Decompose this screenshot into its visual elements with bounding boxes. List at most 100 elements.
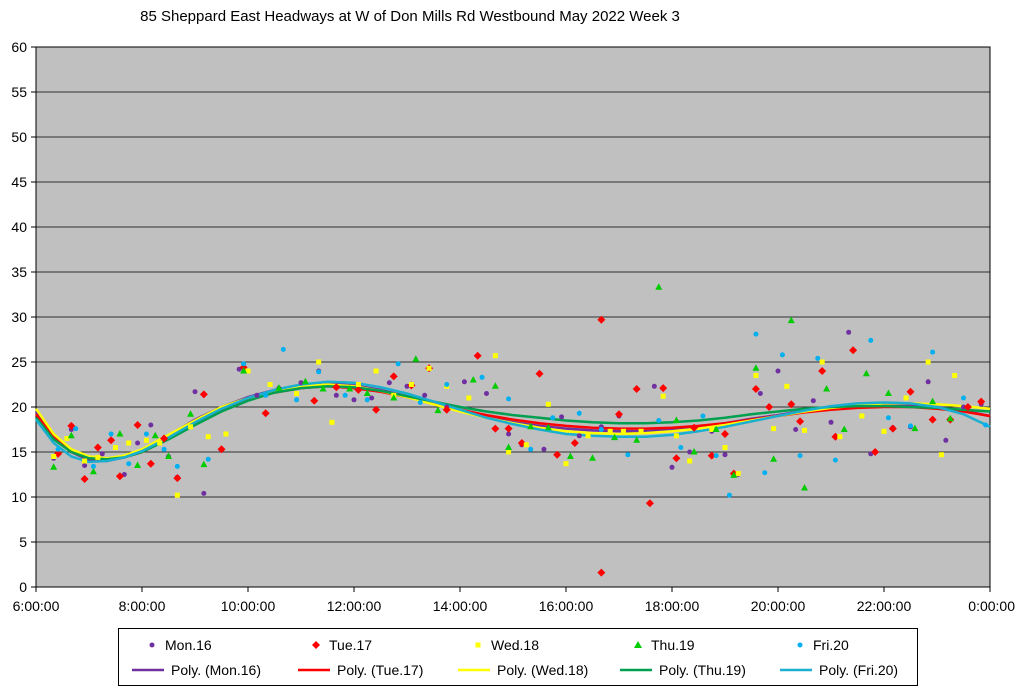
data-point [660,393,666,399]
data-point [669,464,675,470]
data-point [148,422,154,428]
data-point [294,391,300,396]
legend-item-poly-fri20: Poly. (Fri.20) [779,658,898,682]
data-point [570,439,579,447]
data-point [625,452,631,458]
data-point [223,431,229,437]
data-point [541,446,547,452]
data-point [544,423,552,431]
data-point [832,457,838,463]
data-point [633,436,641,443]
data-point [408,382,414,387]
data-point [765,403,774,411]
data-point [762,470,768,476]
data-point [434,406,442,414]
data-point [946,414,954,422]
data-point [280,346,286,352]
data-point [709,427,715,432]
data-point [240,367,248,374]
data-point [89,467,97,475]
data-point [504,424,513,433]
data-point [906,387,915,396]
data-point [881,428,887,434]
data-point [707,451,716,460]
data-point [261,409,270,418]
data-point [505,443,513,450]
data-point [884,389,892,396]
data-point [187,410,195,417]
data-point [442,405,451,414]
data-point [793,427,799,432]
data-point [146,459,155,468]
y-tick-label: 0 [19,579,27,595]
legend-label: Poly. (Tue.17) [337,662,424,678]
data-point [801,484,808,491]
circle-marker-icon [149,642,155,648]
x-tick-label: 6:00:00 [13,598,60,614]
data-point [93,443,102,452]
legend-label: Poly. (Wed.18) [497,662,589,678]
data-point [611,433,619,441]
legend: Mon.16 Tue.17 Wed.18 Thu.19 Fri.20 Poly.… [118,628,918,686]
data-point [673,433,679,439]
data-point [51,454,57,459]
data-point [952,373,958,378]
data-point [205,434,211,440]
x-tick-label: 16:00:00 [539,598,594,614]
data-point [885,415,891,421]
data-point [787,316,795,324]
legend-label: Poly. (Thu.19) [659,662,746,678]
x-tick-label: 8:00:00 [119,598,166,614]
data-point [713,453,719,459]
data-point [598,427,604,432]
x-tick-label: 20:00:00 [751,598,806,614]
data-point [342,392,348,398]
data-point [735,471,741,477]
data-point [298,380,304,386]
data-point [925,359,931,365]
data-point [553,450,562,459]
data-point [157,440,163,446]
data-point [815,355,821,361]
data-point [775,368,781,374]
data-point [354,385,363,394]
y-tick-label: 50 [11,129,27,145]
data-point [80,475,89,483]
x-tick-label: 14:00:00 [433,598,488,614]
data-point [645,499,654,508]
legend-label: Wed.18 [491,637,539,653]
legend-label: Poly. (Fri.20) [819,662,899,678]
data-point [638,428,644,434]
data-point [319,385,327,392]
y-tick-label: 10 [11,489,27,505]
data-point [135,440,141,446]
data-point [73,426,79,432]
data-point [576,410,582,416]
data-point [787,400,796,409]
data-point [928,415,937,424]
data-point [205,456,211,462]
data-point [655,283,663,290]
data-point [846,329,852,335]
data-point [422,392,428,398]
data-point [444,382,450,387]
data-point [977,397,986,406]
line-swatch-icon [132,668,164,672]
data-point [389,372,398,381]
data-point [925,379,931,385]
data-point [888,424,897,433]
data-point [395,361,401,367]
data-point [466,395,472,401]
x-tick-label: 22:00:00 [857,598,912,614]
data-point [201,490,207,496]
data-point [373,368,379,374]
data-point [938,452,944,458]
data-point [963,403,972,411]
data-point [108,431,114,437]
y-tick-label: 25 [11,354,27,370]
x-tick-label: 18:00:00 [645,598,700,614]
data-point [50,463,58,470]
data-point [363,389,371,396]
data-point [961,404,966,410]
data-point [82,463,88,468]
